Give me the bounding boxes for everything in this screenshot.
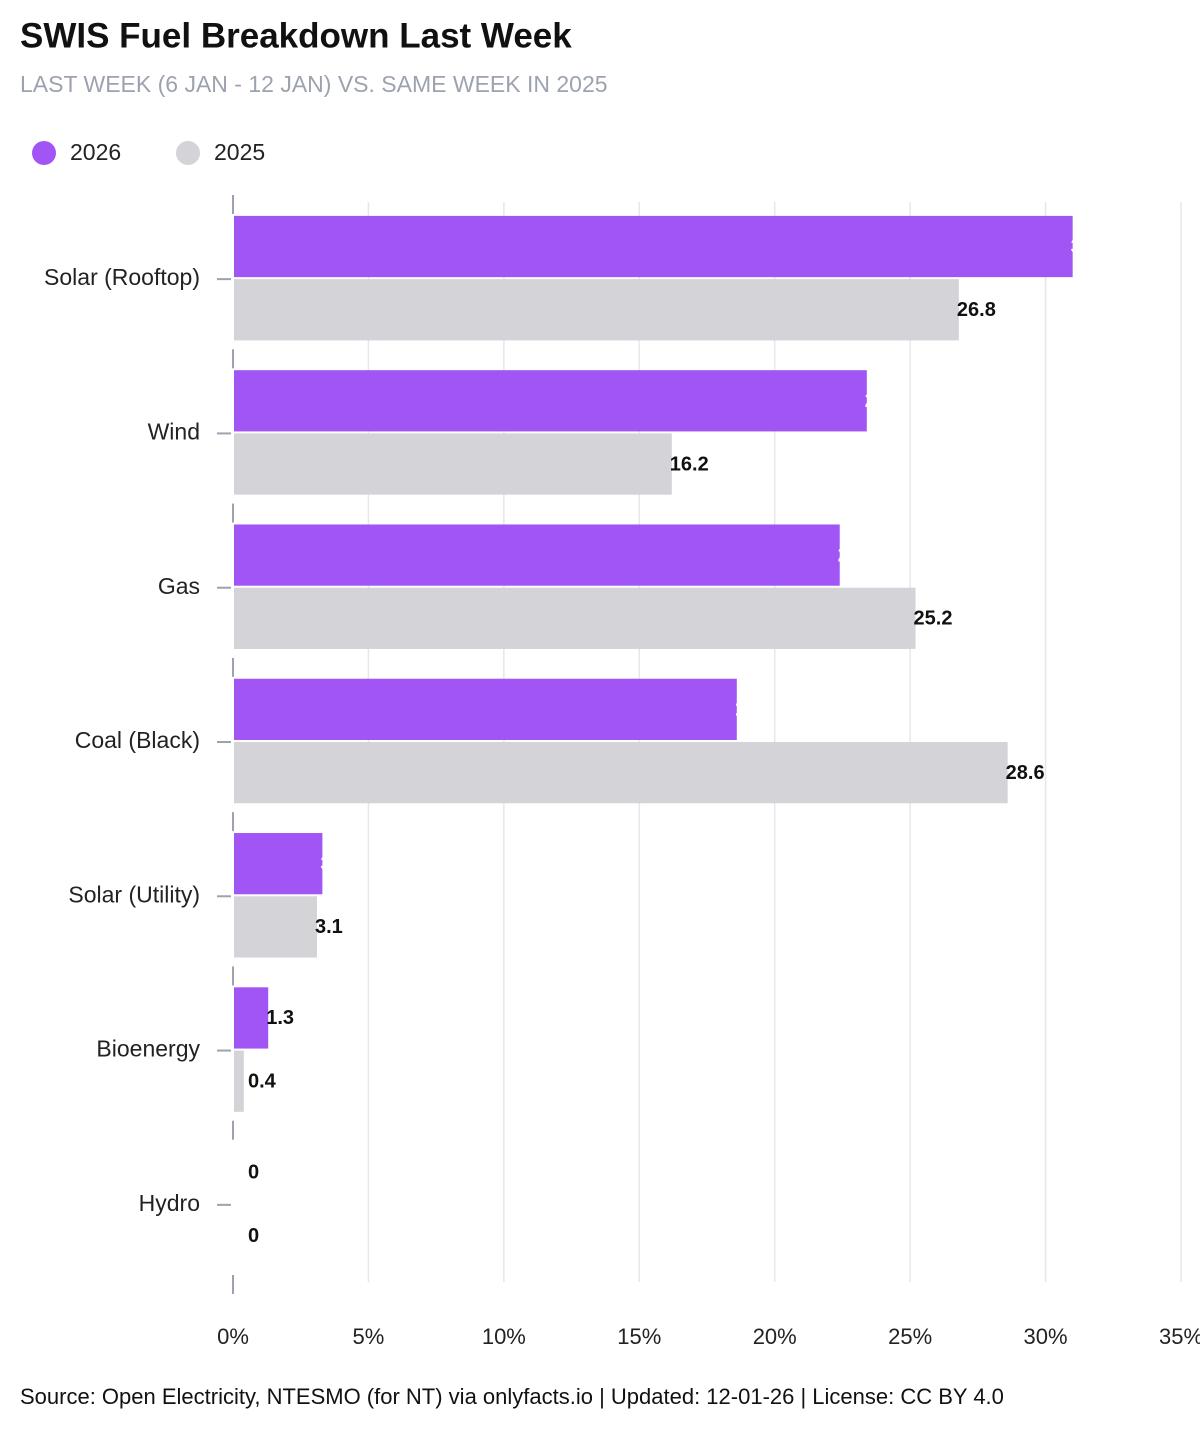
y-tick-label: Solar (Utility) <box>68 881 200 907</box>
value-label: 16.2 <box>670 453 709 475</box>
y-tick-label: Coal (Black) <box>75 727 200 753</box>
y-tick-label: Hydro <box>139 1190 200 1216</box>
y-tick-label: Solar (Rooftop) <box>44 264 200 290</box>
x-tick-label: 10% <box>482 1324 526 1349</box>
legend-marker <box>32 141 56 165</box>
chart-title: SWIS Fuel Breakdown Last Week <box>20 16 572 55</box>
value-label: 1.3 <box>266 1007 294 1029</box>
x-tick-label: 35% <box>1159 1324 1200 1349</box>
value-label: 0 <box>248 1162 259 1184</box>
bar <box>234 678 737 740</box>
x-tick-label: 25% <box>888 1324 932 1349</box>
value-label: 28.6 <box>1006 762 1045 784</box>
value-label: 22.4 <box>838 544 878 566</box>
x-tick-label: 0% <box>217 1324 249 1349</box>
x-tick-label: 5% <box>353 1324 385 1349</box>
value-label: 26.8 <box>957 299 996 321</box>
bar <box>234 279 959 341</box>
bar <box>234 1050 244 1112</box>
bar <box>234 896 317 958</box>
value-label: 25.2 <box>914 608 953 630</box>
legend-label: 2026 <box>70 139 121 165</box>
value-label: 18.6 <box>735 699 774 721</box>
y-tick-label: Gas <box>158 573 200 599</box>
bar <box>234 833 323 895</box>
legend-label: 2025 <box>214 139 265 165</box>
source-note: Source: Open Electricity, NTESMO (for NT… <box>20 1384 1004 1409</box>
x-tick-label: 15% <box>617 1324 661 1349</box>
y-tick-label: Wind <box>148 419 200 445</box>
value-label: 3.3 <box>320 853 348 875</box>
x-tick-label: 30% <box>1024 1324 1068 1349</box>
value-label: 31 <box>1071 236 1093 258</box>
legend-marker <box>176 141 200 165</box>
value-label: 0 <box>248 1225 259 1247</box>
bar <box>234 587 916 649</box>
bar <box>234 524 840 586</box>
bar <box>234 742 1008 804</box>
chart-subtitle: LAST WEEK (6 JAN - 12 JAN) VS. SAME WEEK… <box>20 71 608 97</box>
bar <box>234 433 672 495</box>
y-tick-label: Bioenergy <box>96 1036 200 1062</box>
value-label: 0.4 <box>248 1070 277 1092</box>
bar <box>234 215 1073 278</box>
bar <box>234 370 867 432</box>
value-label: 23.4 <box>865 390 905 412</box>
value-label: 3.1 <box>315 916 343 938</box>
x-tick-label: 20% <box>753 1324 797 1349</box>
bar <box>234 987 269 1049</box>
